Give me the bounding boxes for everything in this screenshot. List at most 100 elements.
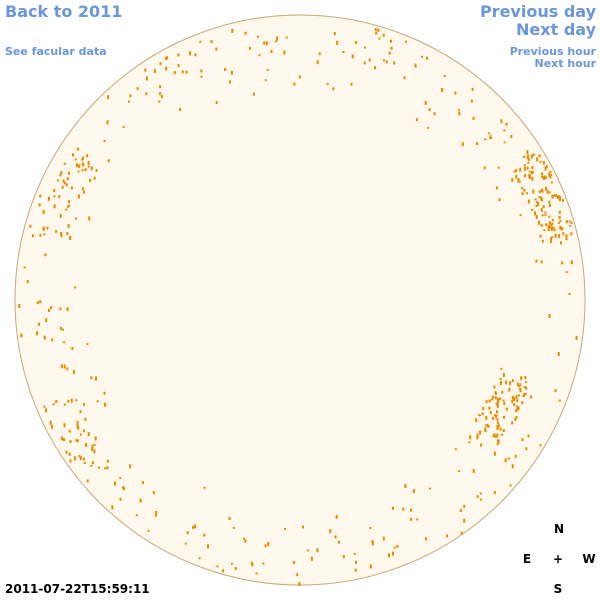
facula	[545, 165, 548, 169]
facula	[194, 524, 197, 529]
facula	[215, 101, 218, 105]
facula	[428, 108, 431, 112]
facula	[503, 141, 506, 144]
facula	[68, 200, 71, 204]
facula	[480, 443, 483, 447]
facula	[549, 204, 551, 207]
facula	[540, 260, 543, 264]
facula	[298, 75, 301, 79]
facula	[87, 161, 90, 165]
timestamp: 2011-07-22T15:59:11	[5, 582, 150, 596]
facula	[154, 513, 157, 517]
facula	[553, 194, 556, 197]
facula	[551, 226, 553, 231]
facula	[496, 418, 499, 422]
next-hour-link[interactable]: Next hour	[534, 57, 597, 70]
facula	[520, 376, 523, 381]
facula	[58, 195, 61, 199]
facula	[248, 46, 251, 50]
back-link[interactable]: Back to 2011	[5, 2, 123, 21]
facula	[91, 447, 94, 451]
facula	[354, 41, 357, 44]
facula	[558, 216, 561, 219]
facula	[68, 452, 71, 456]
facula	[495, 186, 498, 190]
facula	[49, 420, 52, 425]
facula	[232, 526, 235, 529]
facula	[231, 28, 234, 33]
facula	[141, 481, 144, 485]
facula	[42, 210, 45, 214]
facula	[457, 470, 460, 472]
facula	[77, 194, 80, 199]
facula	[544, 176, 547, 180]
facula	[489, 411, 492, 414]
facula	[378, 37, 381, 40]
facula	[159, 62, 162, 66]
facula	[84, 168, 87, 172]
facula	[59, 307, 62, 311]
facula	[390, 46, 393, 50]
previous-day-link[interactable]: Previous day	[479, 2, 596, 21]
facula	[251, 563, 254, 567]
facula	[342, 555, 345, 559]
facula	[519, 383, 522, 387]
facula	[67, 399, 70, 403]
facula	[454, 91, 457, 95]
facula	[266, 68, 269, 71]
facula	[76, 439, 79, 443]
previous-hour-link[interactable]: Previous hour	[509, 45, 596, 58]
facula	[74, 158, 77, 161]
facula	[338, 540, 340, 544]
facula	[185, 70, 188, 74]
next-day-link[interactable]: Next day	[516, 20, 596, 39]
facula	[484, 138, 487, 141]
facula	[492, 395, 494, 399]
facula	[505, 122, 508, 126]
facula	[53, 195, 56, 198]
facula	[388, 51, 391, 55]
facula	[152, 491, 155, 495]
facula	[502, 373, 505, 377]
facula	[525, 192, 528, 195]
facula	[495, 416, 497, 419]
facula	[513, 403, 516, 407]
facula	[446, 534, 449, 538]
facula	[69, 440, 72, 443]
facula	[39, 300, 42, 304]
facula	[521, 187, 524, 190]
facula	[139, 498, 142, 503]
facula	[502, 429, 505, 433]
facula	[539, 160, 542, 163]
facula	[522, 394, 525, 397]
facula	[103, 391, 106, 395]
facula	[511, 395, 514, 400]
facula	[476, 436, 479, 440]
facula	[540, 196, 543, 201]
facula	[106, 466, 109, 470]
facula	[476, 433, 479, 438]
facula	[527, 161, 530, 164]
facula	[428, 487, 431, 490]
facula	[76, 147, 79, 151]
facula	[519, 387, 522, 391]
facula	[390, 39, 392, 43]
facula	[296, 573, 299, 577]
facula	[496, 397, 499, 400]
facula	[490, 398, 493, 401]
facula	[382, 536, 385, 541]
facula	[483, 166, 486, 170]
facula	[470, 99, 473, 103]
facula	[363, 61, 366, 65]
facula	[48, 309, 50, 312]
facula	[119, 476, 122, 479]
facula	[78, 164, 81, 169]
facula	[497, 166, 500, 169]
facula	[565, 271, 568, 274]
facula	[530, 154, 533, 159]
facula	[561, 227, 564, 231]
facula	[165, 66, 168, 71]
facula	[262, 562, 265, 565]
facular-link[interactable]: See facular data	[5, 45, 107, 58]
facula	[63, 423, 66, 428]
